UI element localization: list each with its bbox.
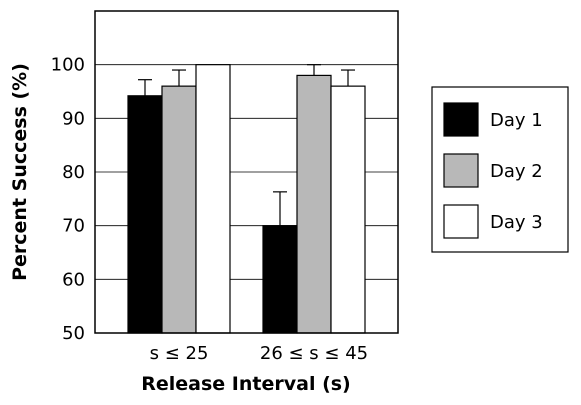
- y-axis-title: Percent Success (%): [9, 63, 31, 281]
- y-axis-ticks: 50 60 70 80 90 100: [51, 55, 85, 344]
- plot-frame: [94, 10, 399, 334]
- bar-day-3-0: [195, 64, 231, 334]
- bar-day-1-1: [262, 225, 298, 334]
- x-axis-title: Release Interval (s): [141, 373, 351, 395]
- bar-day-2-1: [296, 74, 332, 334]
- bar-day-2-0: [161, 85, 197, 334]
- y-tick-label: 50: [62, 323, 85, 344]
- bar-day-3-1: [330, 85, 366, 334]
- legend-label: Day 1: [490, 110, 543, 131]
- y-tick-label: 70: [62, 216, 85, 237]
- x-tick-label: 26 ≤ s ≤ 45: [260, 343, 368, 364]
- bars: [127, 64, 366, 334]
- legend-swatch: [443, 153, 479, 188]
- legend-label: Day 2: [490, 161, 543, 182]
- y-tick-label: 60: [62, 269, 85, 290]
- legend: Day 1 Day 2 Day 3: [431, 86, 569, 253]
- x-tick-label: s ≤ 25: [150, 343, 209, 364]
- legend-swatch: [443, 102, 479, 137]
- x-axis-ticks: s ≤ 25 26 ≤ s ≤ 45: [150, 343, 369, 364]
- y-tick-label: 90: [62, 108, 85, 129]
- y-tick-label: 100: [51, 55, 85, 76]
- legend-swatch: [443, 204, 479, 239]
- y-tick-label: 80: [62, 162, 85, 183]
- bar-day-1-0: [127, 95, 163, 334]
- legend-label: Day 3: [490, 212, 543, 233]
